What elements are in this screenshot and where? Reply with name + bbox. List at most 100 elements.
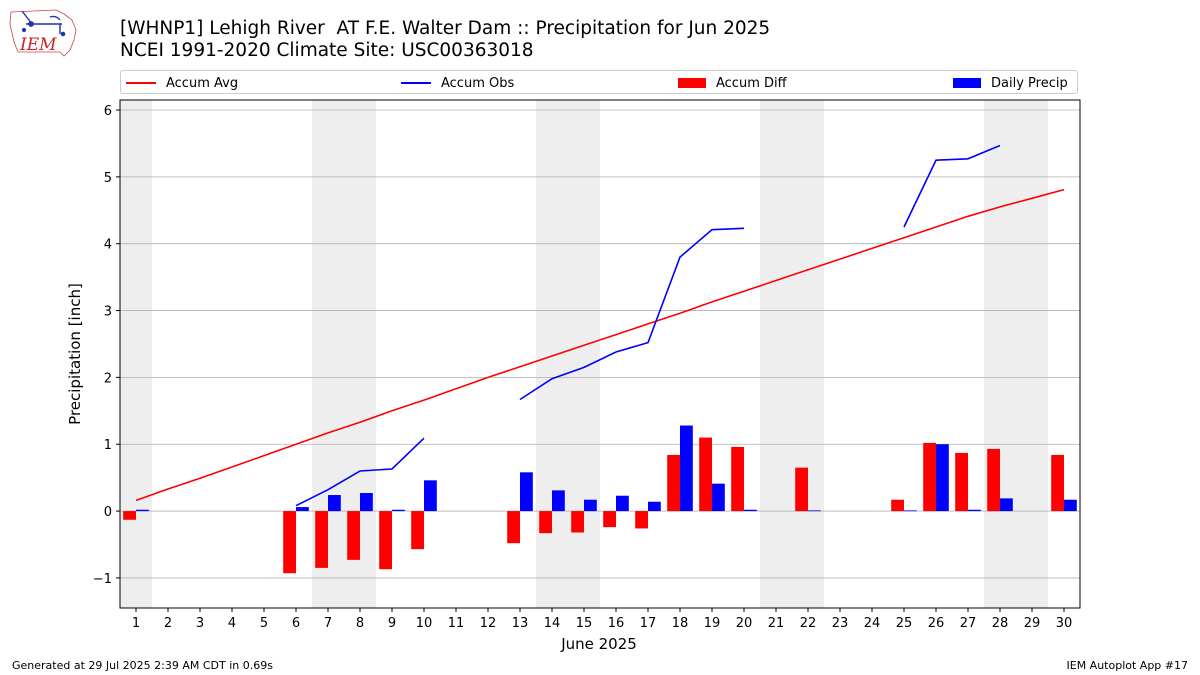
line-marks	[135, 144, 1065, 507]
daily-precip-bar	[392, 509, 405, 512]
accum-diff-bar	[699, 437, 712, 512]
plot-frame	[119, 99, 1081, 609]
chart-title: [WHNP1] Lehigh River AT F.E. Walter Dam …	[120, 18, 771, 39]
legend-swatch	[401, 82, 431, 84]
legend-label: Accum Obs	[441, 75, 515, 91]
accum-diff-bar	[667, 454, 680, 512]
chart-subtitle: NCEI 1991-2020 Climate Site: USC00363018	[120, 40, 534, 61]
legend-label: Accum Avg	[166, 75, 239, 91]
x-tick-label: 12	[480, 616, 497, 631]
x-tick-label: 26	[928, 616, 945, 631]
weekend-shade	[1016, 100, 1048, 608]
x-tick-label: 24	[864, 616, 881, 631]
daily-precip-bar	[360, 493, 373, 512]
y-tick-label: 5	[104, 171, 112, 186]
accum-diff-bar	[411, 511, 424, 550]
x-tick-label: 9	[388, 616, 396, 631]
weekend-shade	[536, 100, 568, 608]
x-tick-label: 13	[512, 616, 529, 631]
daily-precip-bar	[296, 507, 309, 512]
x-tick-label: 20	[736, 616, 753, 631]
weekend-shade	[312, 100, 344, 608]
x-tick-label: 1	[132, 616, 140, 631]
daily-precip-bar	[616, 495, 629, 512]
daily-precip-bar	[808, 510, 821, 512]
x-tick-label: 10	[416, 616, 433, 631]
chart-legend: Accum Avg Accum Obs Accum Diff Daily Pre…	[120, 70, 1078, 94]
x-tick-label: 30	[1056, 616, 1073, 631]
accum-diff-bar	[1051, 454, 1064, 512]
daily-precip-bar	[1000, 498, 1013, 512]
x-tick-label: 17	[640, 616, 657, 631]
daily-precip-bar	[520, 472, 533, 512]
y-tick-label: 3	[104, 305, 112, 320]
weekend-shade	[760, 100, 792, 608]
iem-logo: IEM	[9, 9, 77, 57]
legend-swatch	[953, 78, 981, 88]
x-tick-label: 3	[196, 616, 204, 631]
y-tick-label: −1	[93, 572, 112, 587]
accum-avg-line	[135, 188, 1065, 502]
daily-precip-bar	[584, 499, 597, 512]
accum-diff-bar	[795, 467, 808, 512]
weekend-shade	[120, 100, 152, 608]
accum-obs-line	[903, 144, 1001, 228]
x-tick-label: 6	[292, 616, 300, 631]
daily-precip-bar	[648, 501, 661, 512]
footer-generated-text: Generated at 29 Jul 2025 2:39 AM CDT in …	[12, 659, 273, 672]
weekend-shade	[344, 100, 376, 608]
x-tick-label: 21	[768, 616, 785, 631]
bar-marks	[123, 425, 1077, 574]
weekend-shade	[792, 100, 824, 608]
accum-diff-bar	[635, 511, 648, 529]
accum-diff-bar	[347, 511, 360, 560]
legend-swatch	[126, 82, 156, 84]
x-tick-label: 15	[576, 616, 593, 631]
accum-diff-bar	[571, 511, 584, 533]
x-tick-label: 22	[800, 616, 817, 631]
daily-precip-bar	[712, 483, 725, 512]
daily-precip-bar	[552, 490, 565, 512]
y-tick-label: 4	[104, 238, 112, 253]
legend-item-daily-precip: Daily Precip	[953, 74, 1068, 92]
accum-diff-bar	[123, 511, 136, 520]
daily-precip-bar	[904, 510, 917, 512]
x-tick-label: 5	[260, 616, 268, 631]
accum-obs-line	[295, 437, 425, 507]
y-tick-label: 6	[104, 104, 112, 119]
weekend-shade	[984, 100, 1016, 608]
accum-diff-bar	[283, 511, 296, 574]
legend-label: Accum Diff	[716, 75, 787, 91]
x-tick-label: 18	[672, 616, 689, 631]
legend-label: Daily Precip	[991, 75, 1068, 91]
x-tick-label: 23	[832, 616, 849, 631]
accum-diff-bar	[891, 499, 904, 512]
weekend-shade	[568, 100, 600, 608]
logo-text: IEM	[19, 35, 57, 55]
accum-diff-bar	[379, 511, 392, 570]
plot-background	[120, 100, 1048, 608]
x-tick-label: 25	[896, 616, 913, 631]
x-tick-label: 4	[228, 616, 236, 631]
daily-precip-bar	[328, 495, 341, 512]
y-tick-label: 0	[104, 505, 112, 520]
x-axis-label: June 2025	[560, 635, 637, 653]
accum-diff-bar	[539, 511, 552, 534]
accum-diff-bar	[923, 442, 936, 512]
x-tick-label: 27	[960, 616, 977, 631]
y-axis-label: Precipitation [inch]	[66, 283, 84, 425]
weather-station-icon	[21, 10, 66, 37]
accum-diff-bar	[987, 448, 1000, 512]
legend-item-accum-diff: Accum Diff	[678, 74, 787, 92]
accum-diff-bar	[955, 452, 968, 512]
daily-precip-bar	[968, 509, 981, 512]
daily-precip-bar	[136, 509, 149, 512]
daily-precip-bar	[936, 444, 949, 512]
x-tick-label: 16	[608, 616, 625, 631]
legend-item-accum-avg: Accum Avg	[126, 74, 238, 92]
accum-diff-bar	[315, 511, 328, 568]
x-tick-label: 19	[704, 616, 721, 631]
legend-item-accum-obs: Accum Obs	[401, 74, 514, 92]
daily-precip-bar	[1064, 499, 1077, 512]
